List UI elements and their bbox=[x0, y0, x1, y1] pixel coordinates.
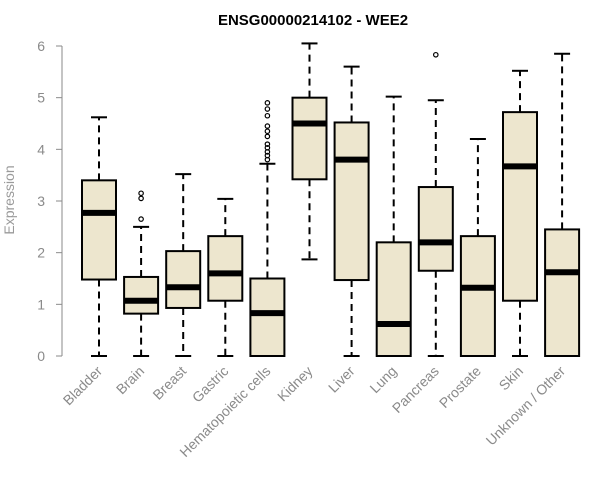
box-pancreas bbox=[417, 51, 454, 357]
outlier-point bbox=[264, 106, 271, 112]
x-tick-label: Lung bbox=[366, 363, 399, 396]
box-liver bbox=[333, 65, 370, 357]
box-kidney bbox=[291, 42, 328, 261]
outlier-point bbox=[432, 51, 439, 58]
outlier-point bbox=[264, 112, 271, 119]
x-tick-label: Prostate bbox=[436, 363, 484, 411]
box-unknown-other bbox=[544, 52, 581, 358]
box-lung bbox=[375, 95, 412, 357]
box-brain bbox=[123, 190, 160, 357]
outlier-point bbox=[138, 216, 144, 222]
x-tick-label: Brain bbox=[113, 363, 147, 397]
box-iqr bbox=[165, 250, 202, 309]
y-axis-label: Expression bbox=[1, 165, 17, 234]
x-tick-label: Skin bbox=[496, 363, 527, 394]
x-tick-label: Unknown / Other bbox=[483, 363, 569, 449]
x-tick-label: Bladder bbox=[60, 363, 106, 409]
box-iqr bbox=[81, 179, 117, 281]
x-tick-label: Liver bbox=[325, 363, 358, 396]
outlier-point bbox=[138, 190, 144, 197]
outlier-point bbox=[264, 128, 271, 135]
box-hematopoietic-cells bbox=[249, 100, 286, 357]
y-tick-label: 4 bbox=[37, 141, 45, 157]
box-iqr bbox=[123, 275, 160, 315]
box-gastric bbox=[207, 197, 244, 357]
y-tick-label: 3 bbox=[37, 193, 45, 209]
y-tick-label: 0 bbox=[37, 348, 45, 364]
box-skin bbox=[502, 69, 538, 357]
x-tick-label: Pancreas bbox=[389, 363, 442, 416]
box-iqr bbox=[544, 228, 581, 358]
y-tick-label: 5 bbox=[37, 90, 45, 106]
box-iqr bbox=[375, 241, 412, 357]
outlier-point bbox=[264, 133, 271, 140]
x-tick-label: Kidney bbox=[274, 363, 316, 405]
outlier-point bbox=[264, 141, 271, 147]
chart-title: ENSG00000214102 - WEE2 bbox=[218, 12, 408, 29]
box-bladder bbox=[81, 116, 117, 357]
y-tick-label: 6 bbox=[37, 38, 45, 54]
x-tick-label: Breast bbox=[149, 363, 189, 403]
outlier-point bbox=[264, 144, 271, 151]
outlier-point bbox=[264, 123, 271, 129]
y-axis: 0 1 2 3 4 5 6 bbox=[37, 38, 63, 364]
box-iqr bbox=[502, 111, 538, 302]
y-tick-label: 2 bbox=[37, 245, 45, 261]
box-iqr bbox=[291, 96, 328, 181]
box-iqr bbox=[249, 277, 286, 357]
box-iqr bbox=[207, 235, 244, 302]
boxes-layer bbox=[81, 42, 581, 358]
box-breast bbox=[165, 173, 202, 357]
box-iqr bbox=[333, 121, 370, 282]
box-iqr bbox=[459, 235, 496, 357]
outlier-point bbox=[264, 100, 271, 106]
box-prostate bbox=[459, 138, 496, 357]
y-tick-label: 1 bbox=[37, 296, 45, 312]
outlier-point bbox=[264, 152, 271, 159]
box-iqr bbox=[417, 186, 454, 272]
outlier-point bbox=[138, 195, 144, 202]
